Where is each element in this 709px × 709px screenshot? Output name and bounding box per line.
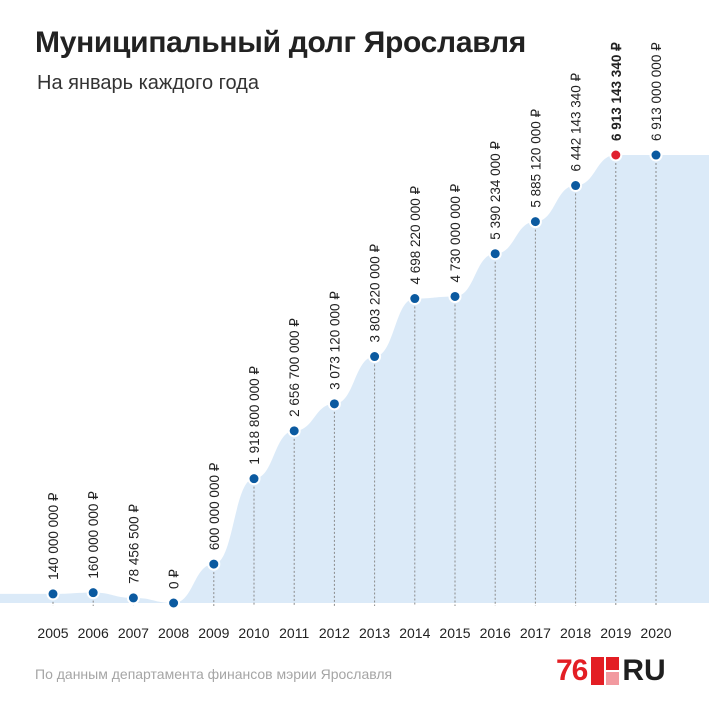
x-tick-label-2016: 2016: [480, 625, 511, 641]
value-label-2015: 4 730 000 000 ₽: [448, 183, 463, 282]
data-point-2008: [167, 596, 181, 610]
x-tick-label-2020: 2020: [640, 625, 671, 641]
data-point-2010: [247, 472, 261, 486]
x-tick-label-2010: 2010: [238, 625, 269, 641]
data-point-2020: [649, 148, 663, 162]
data-point-2017: [528, 215, 542, 229]
x-tick-label-2013: 2013: [359, 625, 390, 641]
data-point-2013: [368, 350, 382, 364]
data-point-2007: [126, 591, 140, 605]
x-tick-label-2015: 2015: [439, 625, 470, 641]
area-fill: [0, 155, 709, 603]
x-tick-label-2007: 2007: [118, 625, 149, 641]
data-point-2006: [86, 586, 100, 600]
value-label-2018: 6 442 143 340 ₽: [569, 72, 584, 171]
x-tick-label-2008: 2008: [158, 625, 189, 641]
value-label-2011: 2 656 700 000 ₽: [287, 318, 302, 417]
data-point-2014: [408, 292, 422, 306]
value-label-2006: 160 000 000 ₽: [86, 491, 101, 579]
data-point-2005: [46, 587, 60, 601]
value-label-2013: 3 803 220 000 ₽: [368, 243, 383, 342]
data-point-2011: [287, 424, 301, 438]
x-tick-label-2014: 2014: [399, 625, 430, 641]
value-label-2012: 3 073 120 000 ₽: [327, 291, 342, 390]
value-label-2007: 78 456 500 ₽: [126, 504, 141, 584]
source-note: По данным департамента финансов мэрии Яр…: [35, 666, 393, 682]
value-label-2009: 600 000 000 ₽: [207, 462, 222, 550]
data-point-2019: [609, 148, 623, 162]
value-label-2017: 5 885 120 000 ₽: [528, 109, 543, 208]
value-label-2016: 5 390 234 000 ₽: [488, 141, 503, 240]
x-tick-label-2009: 2009: [198, 625, 229, 641]
logo-suffix: RU: [622, 654, 666, 687]
data-point-2016: [488, 247, 502, 261]
value-label-2019: 6 913 143 340 ₽: [609, 42, 624, 141]
value-label-2005: 140 000 000 ₽: [46, 492, 61, 580]
logo-number: 76: [556, 654, 588, 687]
data-point-2018: [569, 179, 583, 193]
value-label-2020: 6 913 000 000 ₽: [649, 42, 664, 141]
value-label-2010: 1 918 800 000 ₽: [247, 366, 262, 465]
x-tick-label-2005: 2005: [37, 625, 68, 641]
value-label-2014: 4 698 220 000 ₽: [408, 185, 423, 284]
data-point-2015: [448, 289, 462, 303]
data-point-2012: [327, 397, 341, 411]
x-tick-label-2018: 2018: [560, 625, 591, 641]
brand-logo: 76 RU: [556, 655, 666, 687]
data-point-2009: [207, 557, 221, 571]
x-tick-label-2006: 2006: [78, 625, 109, 641]
chart-title: Муниципальный долг Ярославля: [35, 26, 526, 59]
logo-mark-icon: [591, 657, 620, 685]
x-tick-label-2017: 2017: [520, 625, 551, 641]
value-label-2008: 0 ₽: [167, 569, 182, 589]
x-tick-label-2019: 2019: [600, 625, 631, 641]
x-tick-label-2012: 2012: [319, 625, 350, 641]
chart-subtitle: На январь каждого года: [37, 72, 259, 94]
x-tick-label-2011: 2011: [279, 625, 309, 641]
